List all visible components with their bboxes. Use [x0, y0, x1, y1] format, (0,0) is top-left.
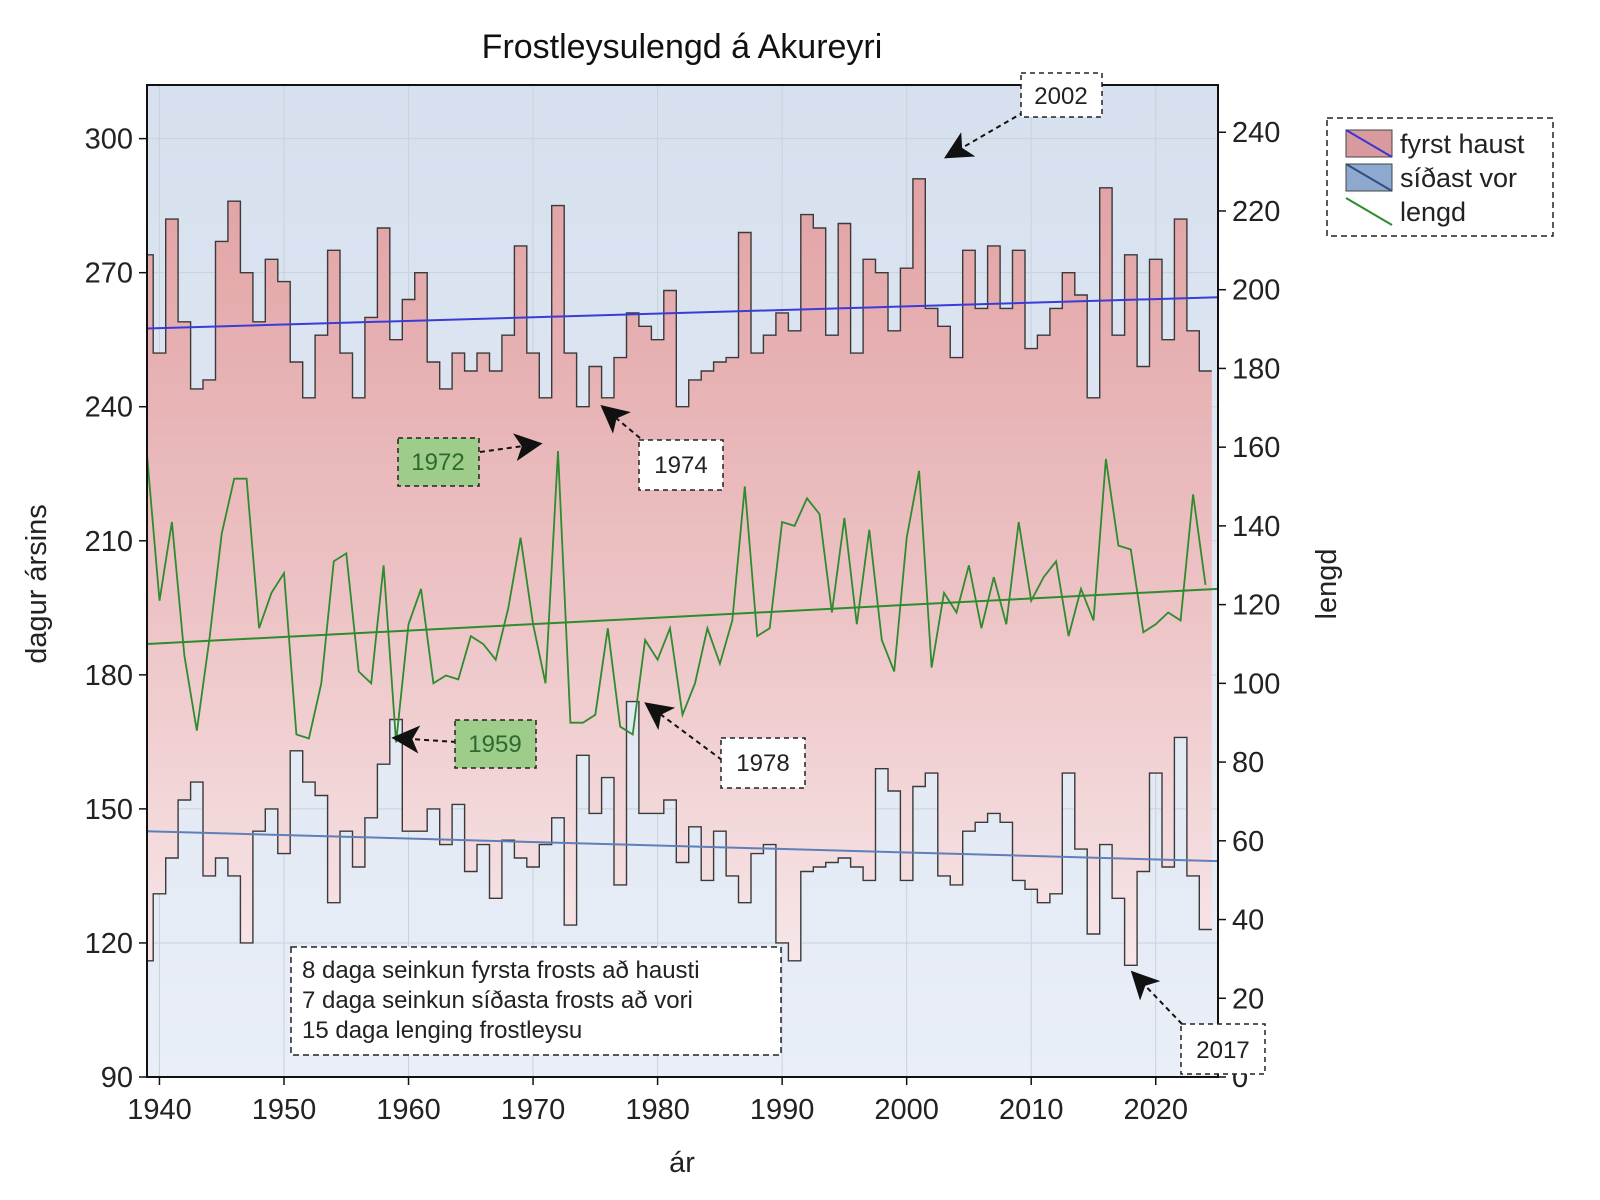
y2-tick-label: 20 — [1232, 983, 1264, 1015]
callout-2017: 2017 — [1130, 970, 1266, 1075]
frost-free-band-area — [147, 178, 1212, 966]
callout-2017-box — [1180, 1023, 1266, 1075]
trend-line-sidast-vor — [147, 830, 1218, 863]
y2-tick-label: 40 — [1232, 905, 1264, 937]
callout-1978-arrow — [644, 702, 723, 761]
step-line-fyrst-haust — [147, 178, 1212, 408]
callout-1974: 1974 — [600, 405, 724, 491]
trend-line-lengd — [147, 587, 1218, 645]
y-tick-label: 150 — [85, 794, 133, 826]
series-layer — [147, 178, 1218, 966]
y2-tick-label: 180 — [1232, 353, 1280, 385]
callout-1978: 1978 — [644, 702, 806, 789]
callout-2002: 2002 — [943, 72, 1103, 159]
callout-1972-box — [397, 437, 480, 487]
callout-1972-label: 1972 — [411, 449, 464, 476]
y-tick-label: 210 — [85, 526, 133, 558]
legend-label-lengd: lengd — [1400, 197, 1466, 227]
summary-note: 8 daga seinkun fyrsta frosts að hausti 7… — [290, 946, 782, 1056]
legend-line-sidast-vor — [1345, 163, 1393, 192]
callout-1959-label: 1959 — [468, 731, 521, 758]
step-line-sidast-vor — [147, 700, 1212, 966]
x-tick-label: 1990 — [750, 1094, 815, 1126]
callout-1959: 1959 — [391, 719, 537, 769]
plot-frame — [146, 84, 1219, 1078]
callout-2017-label: 2017 — [1196, 1037, 1249, 1064]
y2-tick-label: 80 — [1232, 747, 1264, 779]
y2-tick-label: 60 — [1232, 826, 1264, 858]
summary-note-line-1: 8 daga seinkun fyrsta frosts að hausti — [302, 957, 700, 984]
x-tick-label: 2010 — [999, 1094, 1064, 1126]
legend-line-fyrst-haust — [1345, 129, 1393, 158]
callout-1972-arrow — [479, 433, 543, 462]
x-axis-label: ár — [669, 1147, 695, 1179]
legend-label-fyrst-haust: fyrst haust — [1400, 129, 1525, 159]
y-tick-label: 180 — [85, 660, 133, 692]
summary-note-line-2: 7 daga seinkun síðasta frosts að vori — [302, 987, 693, 1014]
summary-note-line-3: 15 daga lenging frostleysu — [302, 1017, 582, 1044]
callout-1959-arrow — [391, 725, 457, 754]
y2-tick-label: 200 — [1232, 275, 1280, 307]
x-tick-label: 1950 — [252, 1094, 317, 1126]
y2-tick-label: 120 — [1232, 590, 1280, 622]
callout-1959-box — [454, 719, 537, 769]
line-lengd — [147, 451, 1207, 743]
y-tick-label: 300 — [85, 124, 133, 156]
legend: fyrst haust síðast vor lengd — [1326, 117, 1554, 237]
y2-tick-label: 160 — [1232, 432, 1280, 464]
y-axis-right-label: lengd — [1311, 549, 1343, 620]
callout-1974-arrow — [600, 405, 641, 439]
y-tick-label: 240 — [85, 392, 133, 424]
callout-2002-arrow — [943, 111, 1025, 159]
callout-1978-box — [720, 737, 806, 789]
y-axis-left-ticks: 90 120 150 180 210 240 270 300 — [85, 124, 147, 1094]
x-tick-label: 1980 — [625, 1094, 690, 1126]
y2-tick-label: 140 — [1232, 511, 1280, 543]
y-tick-label: 270 — [85, 258, 133, 290]
x-tick-label: 1970 — [501, 1094, 566, 1126]
frost-free-band — [147, 178, 1212, 966]
trend-line-fyrst-haust — [147, 296, 1218, 330]
x-tick-label: 2020 — [1123, 1094, 1188, 1126]
chart-title: Frostleysulengd á Akureyri — [482, 28, 883, 66]
x-tick-label: 1960 — [376, 1094, 441, 1126]
x-tick-label: 1940 — [127, 1094, 192, 1126]
callout-1974-box — [638, 439, 724, 491]
y-tick-label: 90 — [101, 1062, 133, 1094]
callout-2002-label: 2002 — [1034, 83, 1087, 110]
callout-1978-label: 1978 — [736, 750, 789, 777]
legend-label-sidast-vor: síðast vor — [1400, 163, 1517, 193]
y2-tick-label: 240 — [1232, 117, 1280, 149]
callout-1972: 1972 — [397, 433, 543, 487]
callout-1974-label: 1974 — [654, 452, 707, 479]
y2-tick-label: 220 — [1232, 196, 1280, 228]
x-axis-ticks: 1940 1950 1960 1970 1980 1990 2000 2010 2020 — [127, 1077, 1188, 1126]
callout-2017-arrow — [1130, 970, 1183, 1025]
callout-2002-box — [1020, 72, 1103, 118]
summary-note-box — [290, 946, 782, 1056]
y2-tick-label: 100 — [1232, 668, 1280, 700]
x-tick-label: 2000 — [874, 1094, 939, 1126]
y-tick-label: 120 — [85, 928, 133, 960]
y-axis-left-label: dagur ársins — [21, 504, 53, 664]
legend-line-lengd — [1345, 197, 1393, 226]
